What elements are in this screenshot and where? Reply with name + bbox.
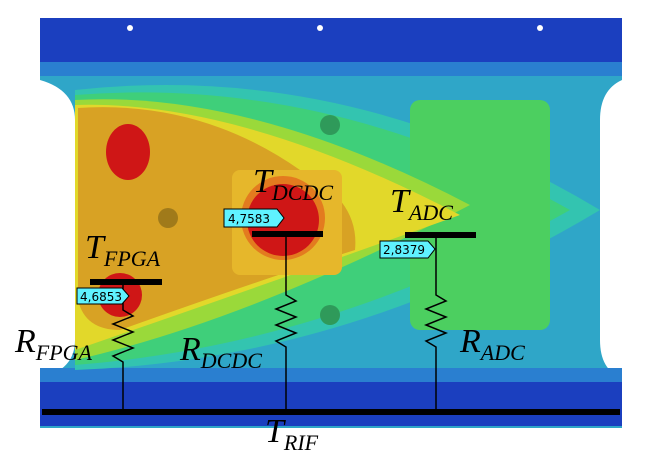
thermal-map	[40, 18, 622, 428]
label-part: FPGA	[35, 340, 93, 365]
label-part: FPGA	[103, 246, 161, 271]
label-part: ADC	[407, 200, 453, 225]
label-part: T	[390, 183, 411, 220]
label-part: R	[459, 323, 481, 360]
label-part: ADC	[479, 340, 525, 365]
label-part: T	[253, 163, 274, 200]
label-part: RIF	[283, 430, 319, 455]
label-part: T	[85, 229, 106, 266]
probe-value: 4,6853	[80, 290, 122, 304]
probe-value: 4,7583	[228, 212, 270, 226]
label-part: DCDC	[271, 180, 333, 205]
label-part: R	[14, 323, 36, 360]
label-part: R	[179, 331, 201, 368]
probe-value: 2,8379	[383, 243, 425, 257]
page: 4,6853 4,7583 2,8379 TFPGA TDCDC TADC TR…	[0, 0, 648, 459]
label-part: DCDC	[200, 348, 262, 373]
label-part: T	[265, 413, 286, 450]
